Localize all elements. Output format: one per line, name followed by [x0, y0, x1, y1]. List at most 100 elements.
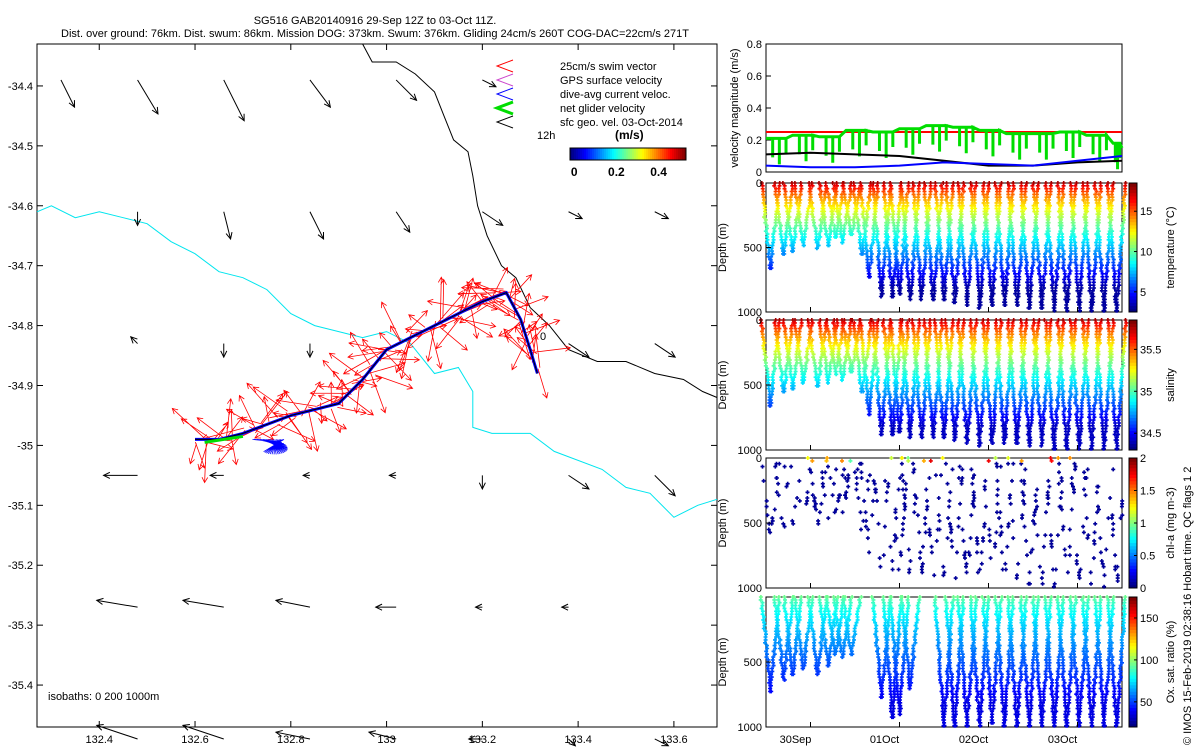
temperature-colorbar-label: temperature (°C) — [1165, 206, 1177, 288]
geo-vector-head — [661, 739, 670, 747]
geo-vector — [182, 724, 224, 740]
salinity-points — [878, 421, 1121, 425]
glider-track-line — [195, 291, 538, 440]
colorbar-cell — [574, 148, 577, 160]
oxygen-colorbar-tick-label: 100 — [1140, 655, 1158, 667]
salinity-colorbar-cell — [1129, 346, 1137, 350]
colorbar-cell — [678, 148, 681, 160]
swim-vector-bundle — [171, 266, 572, 484]
map-y-tick-label: -35.3 — [8, 620, 33, 632]
temperature-points — [768, 257, 1123, 262]
temperature-colorbar-cell — [1129, 218, 1137, 223]
chl-a-colorbar-cell — [1129, 500, 1137, 504]
salinity-points — [767, 392, 1124, 397]
geo-vector — [654, 211, 669, 220]
salinity-colorbar-cell — [1129, 333, 1137, 337]
colorbar-cell — [628, 148, 631, 160]
salinity-colorbar-cell — [1129, 391, 1137, 396]
salinity-y-tick-label: 1000 — [738, 445, 762, 457]
temperature-points — [878, 288, 1121, 313]
colorbar-cell — [642, 148, 645, 160]
chl-a-colorbar-cell — [1129, 539, 1137, 543]
geo-vector-head — [306, 350, 314, 359]
temperature-colorbar-cell — [1129, 295, 1137, 300]
salinity-colorbar-cell — [1129, 326, 1137, 331]
chl-a-colorbar-cell — [1129, 503, 1137, 508]
salinity-colorbar-cell — [1129, 401, 1137, 405]
colorbar-cell — [634, 148, 637, 160]
chl-a-points — [1019, 458, 1024, 463]
chl-a-colorbar-tick-label: 1 — [1140, 518, 1146, 530]
colorbar-cell — [664, 148, 667, 160]
salinity-points — [766, 386, 1123, 391]
temperature-points — [764, 240, 1124, 245]
oxygen-colorbar-cell — [1129, 707, 1137, 712]
oxygen-y-tick-label: 500 — [744, 657, 762, 669]
geo-vector-head — [274, 598, 283, 605]
colorbar-cell — [666, 148, 669, 160]
temperature-points — [766, 246, 1123, 251]
temperature-points — [763, 217, 1126, 222]
colorbar-cell — [638, 148, 641, 160]
salinity-points — [766, 383, 1124, 388]
oxygen-colorbar-cell — [1129, 668, 1137, 673]
colorbar-cell — [636, 148, 639, 160]
chl-a-colorbar-cell — [1129, 464, 1137, 469]
salinity-colorbar-cell — [1129, 446, 1137, 451]
legend-swatch — [492, 100, 514, 116]
temperature-colorbar-cell — [1129, 289, 1137, 294]
salinity-panel: 0 500 1000 Depth (m) 34.5 35 35.5 salinity — [717, 315, 1177, 457]
colorbar-cell — [672, 148, 675, 160]
oxygen-points — [764, 655, 1124, 660]
colorbar-cell — [572, 148, 575, 160]
colorbar-cell — [662, 148, 665, 160]
salinity-colorbar-cell — [1129, 394, 1137, 399]
isobath-note: isobaths: 0 200 1000m — [48, 691, 159, 703]
oxygen-colorbar-cell — [1129, 658, 1137, 663]
chl-a-colorbar-cell — [1129, 575, 1137, 579]
oxygen-colorbar-cell — [1129, 652, 1137, 656]
temperature-colorbar-cell — [1129, 273, 1137, 278]
colorbar-cell — [650, 148, 653, 160]
oxygen-colorbar-cell — [1129, 697, 1137, 702]
oxygen-colorbar-cell — [1129, 701, 1137, 705]
temperature-colorbar-cell — [1129, 279, 1137, 284]
legend-swatch — [495, 59, 514, 73]
velocity-series — [765, 155, 1123, 169]
legend-swatch — [495, 73, 514, 87]
colorbar-cell — [578, 148, 581, 160]
temperature-points — [762, 198, 1126, 202]
temperature-points — [767, 266, 1123, 271]
temperature-points — [767, 249, 1123, 254]
chl-a-colorbar-tick-label: 2 — [1140, 453, 1146, 465]
salinity-points — [878, 426, 1121, 451]
geo-vector-head — [134, 218, 142, 227]
temperature-points — [866, 269, 1121, 273]
geo-vector-head — [581, 482, 590, 490]
geo-vector-head — [181, 723, 190, 731]
temperature-points — [766, 251, 1122, 256]
temperature-points — [762, 203, 1127, 208]
colorbar-cell — [598, 148, 601, 160]
map-x-tick-label: 133.2 — [469, 734, 497, 746]
geo-vector — [482, 211, 504, 226]
colorbar-cell — [624, 148, 627, 160]
figure-subtitle: Dist. over ground: 76km. Dist. swum: 86k… — [61, 28, 689, 40]
temperature-colorbar-cell — [1129, 237, 1137, 242]
chl-a-points — [889, 456, 894, 460]
salinity-points — [767, 403, 1122, 408]
colorbar-cell — [670, 148, 673, 160]
salinity-colorbar-cell — [1129, 381, 1137, 386]
salinity-points — [767, 400, 1122, 405]
salinity-colorbar-cell — [1129, 355, 1137, 360]
isobath-1000 — [362, 43, 718, 398]
colorbar-cell — [648, 148, 651, 160]
salinity-colorbar-cell — [1129, 385, 1137, 389]
colorbar-cell — [602, 148, 605, 160]
temperature-colorbar-tick-label: 5 — [1140, 287, 1146, 299]
chl-a-colorbar-cell — [1129, 529, 1137, 534]
chl-a-colorbar-cell — [1129, 562, 1137, 566]
colorbar-cell — [630, 148, 633, 160]
oxygen-colorbar-cell — [1129, 684, 1137, 689]
